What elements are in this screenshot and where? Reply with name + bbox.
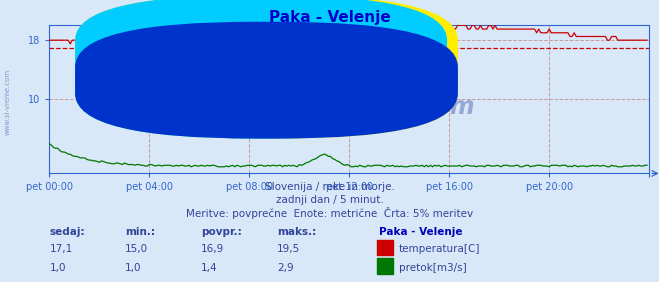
Text: 16,9: 16,9 (201, 244, 224, 254)
FancyBboxPatch shape (76, 0, 446, 138)
Text: Slovenija / reke in morje.: Slovenija / reke in morje. (264, 182, 395, 192)
FancyBboxPatch shape (76, 23, 457, 138)
Text: 1,0: 1,0 (49, 263, 66, 273)
Text: min.:: min.: (125, 227, 156, 237)
Text: 19,5: 19,5 (277, 244, 300, 254)
Text: www.si-vreme.com: www.si-vreme.com (5, 69, 11, 135)
Text: 1,4: 1,4 (201, 263, 217, 273)
Text: Meritve: povprečne  Enote: metrične  Črta: 5% meritev: Meritve: povprečne Enote: metrične Črta:… (186, 207, 473, 219)
Text: 2,9: 2,9 (277, 263, 293, 273)
Text: pretok[m3/s]: pretok[m3/s] (399, 263, 467, 273)
Text: www.si-vreme.com: www.si-vreme.com (223, 95, 476, 119)
Text: sedaj:: sedaj: (49, 227, 85, 237)
Text: 15,0: 15,0 (125, 244, 148, 254)
Text: Paka - Velenje: Paka - Velenje (379, 227, 463, 237)
Text: 1,0: 1,0 (125, 263, 142, 273)
Text: maks.:: maks.: (277, 227, 316, 237)
Text: zadnji dan / 5 minut.: zadnji dan / 5 minut. (275, 195, 384, 204)
Bar (377, 240, 393, 255)
Text: povpr.:: povpr.: (201, 227, 242, 237)
Bar (377, 258, 393, 274)
Text: Paka - Velenje: Paka - Velenje (269, 10, 390, 25)
Text: temperatura[C]: temperatura[C] (399, 244, 480, 254)
FancyBboxPatch shape (76, 0, 457, 138)
Text: 17,1: 17,1 (49, 244, 72, 254)
